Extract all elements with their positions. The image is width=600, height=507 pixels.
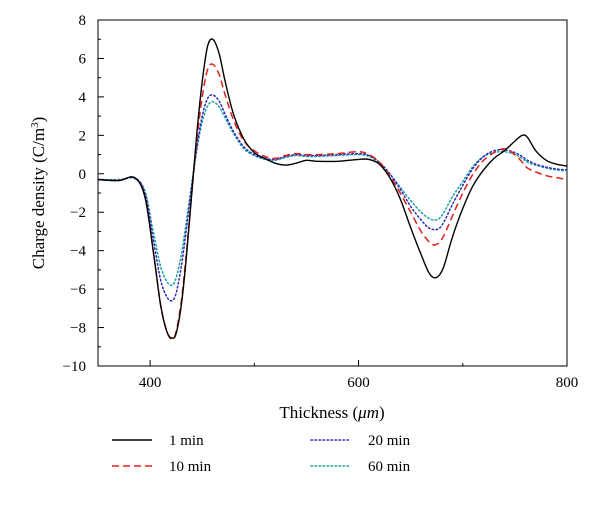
y-tick-label: −6 (70, 282, 86, 298)
y-tick-label: 4 (79, 90, 87, 106)
series-line-1-min (97, 38, 568, 339)
series-line-10-min (97, 63, 568, 340)
y-tick-label: 0 (79, 167, 87, 183)
y-tick-label: −2 (70, 205, 86, 221)
series-line-60-min (97, 100, 568, 287)
y-axis-ticks: −10 −8 −6 −4 −2 0 2 4 6 8 (63, 13, 104, 375)
plot-lines (97, 38, 568, 340)
series-line-20-min (97, 94, 568, 302)
legend-label: 1 min (169, 433, 204, 449)
y-axis-title: Charge density (C/m3) (29, 117, 48, 270)
y-tick-label: −10 (63, 359, 86, 375)
y-tick-label: −4 (70, 244, 86, 260)
plot-frame (97, 19, 568, 367)
y-tick-label: 6 (79, 51, 87, 67)
x-axis-title: Thickness (μm) (279, 403, 384, 422)
legend-label: 20 min (368, 433, 411, 449)
legend: 1 min 10 min 20 min 60 min (112, 433, 411, 475)
y-tick-label: 8 (79, 13, 87, 29)
x-tick-label: 400 (139, 375, 162, 391)
legend-label: 60 min (368, 459, 411, 475)
x-tick-label: 600 (347, 375, 370, 391)
y-tick-label: 2 (79, 128, 87, 144)
y-tick-label: −8 (70, 321, 86, 337)
x-tick-label: 800 (556, 375, 579, 391)
legend-label: 10 min (169, 459, 212, 475)
x-axis-ticks: 400 600 800 (139, 360, 578, 391)
